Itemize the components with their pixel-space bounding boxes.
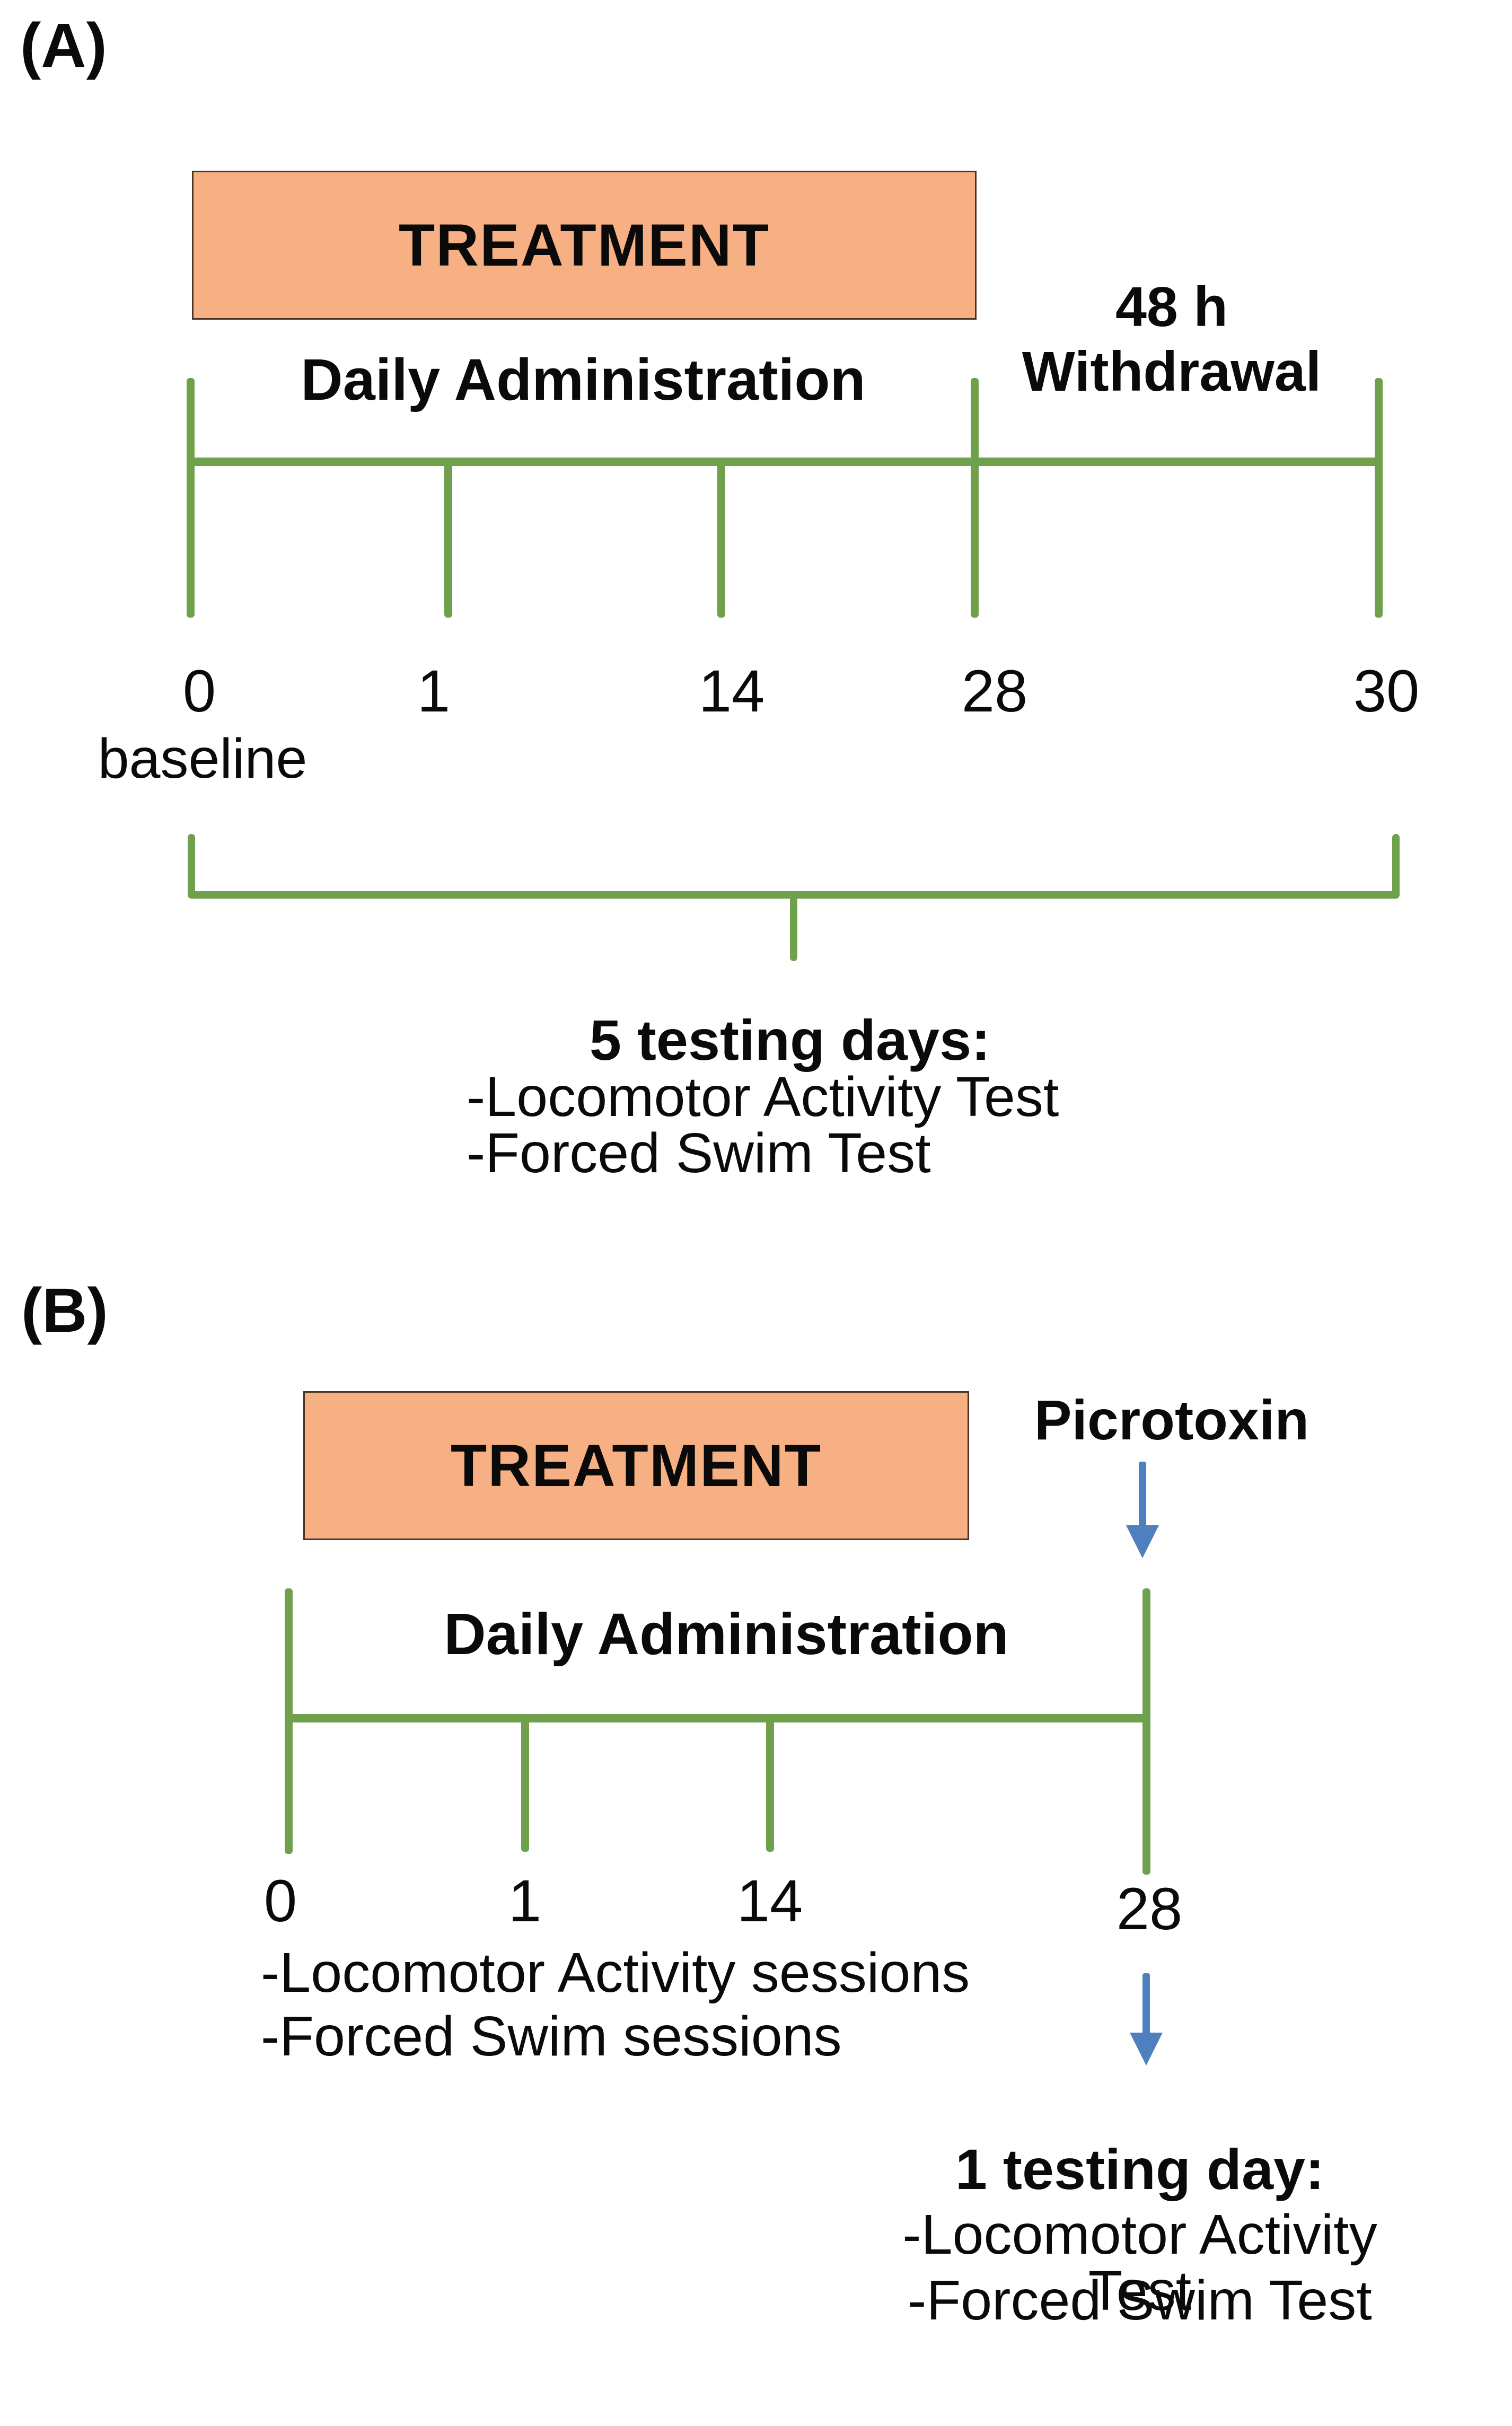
picrotoxin-label: Picrotoxin <box>1034 1389 1309 1452</box>
day-label-a-14: 14 <box>698 658 765 724</box>
day-label-b-0: 0 <box>263 1868 297 1934</box>
timeline-a-tick-day1 <box>444 458 452 618</box>
day-label-a-28: 28 <box>961 658 1028 724</box>
treatment-box-b: TREATMENT <box>303 1391 969 1540</box>
withdrawal-line-1: 48 h <box>1115 276 1228 338</box>
panel-b-label: (B) <box>21 1276 108 1346</box>
testing-days-bracket <box>188 834 1400 961</box>
baseline-label: baseline <box>98 727 307 790</box>
summary-a-item-1: -Locomotor Activity Test <box>467 1066 1059 1128</box>
daily-administration-label-b: Daily Administration <box>444 1602 1009 1667</box>
session-item-2: -Forced Swim sessions <box>261 2005 842 2068</box>
treatment-label-b: TREATMENT <box>450 1432 822 1499</box>
withdrawal-line-2: Withdrawal <box>1022 340 1322 403</box>
timeline-a-tick-day30 <box>1375 378 1383 618</box>
timeline-b-tick-day28 <box>1142 1588 1150 1875</box>
picrotoxin-arrow-head-icon <box>1126 1525 1159 1558</box>
treatment-box-a: TREATMENT <box>192 171 977 320</box>
timeline-b-tick-day1 <box>521 1714 529 1852</box>
day-label-a-0: 0 <box>182 658 216 724</box>
timeline-a-tick-day14 <box>717 458 725 618</box>
summary-b-item-2: -Forced Swim Test <box>908 2269 1372 2332</box>
summary-a-title: 5 testing days: <box>589 1008 991 1072</box>
timeline-a-tick-day28 <box>971 378 979 618</box>
daily-administration-label-a: Daily Administration <box>301 347 866 412</box>
timeline-b-line <box>285 1714 1150 1722</box>
timeline-b-tick-day0 <box>285 1588 293 1854</box>
session-item-1: -Locomotor Activity sessions <box>261 1941 970 2004</box>
withdrawal-label: 48 h Withdrawal <box>970 275 1373 404</box>
picrotoxin-arrow-down-icon <box>1139 1462 1146 1528</box>
timeline-a-tick-day0 <box>187 378 195 618</box>
timeline-b-tick-day14 <box>766 1714 774 1852</box>
day-label-a-30: 30 <box>1353 658 1420 724</box>
summary-b-title: 1 testing day: <box>955 2137 1325 2201</box>
summary-b-item-1: -Locomotor Activity Test <box>902 2203 1377 2322</box>
treatment-label-a: TREATMENT <box>398 212 770 278</box>
day-label-b-28: 28 <box>1116 1876 1183 1942</box>
day-label-b-14: 14 <box>736 1868 803 1934</box>
timeline-a-line <box>188 458 1380 466</box>
day-label-b-1: 1 <box>508 1868 542 1934</box>
testing-day-arrow-down-icon <box>1142 1973 1150 2036</box>
day-label-a-1: 1 <box>417 658 451 724</box>
testing-day-arrow-head-icon <box>1130 2033 1163 2065</box>
panel-a-label: (A) <box>20 11 107 81</box>
summary-a-item-2: -Forced Swim Test <box>467 1122 931 1184</box>
